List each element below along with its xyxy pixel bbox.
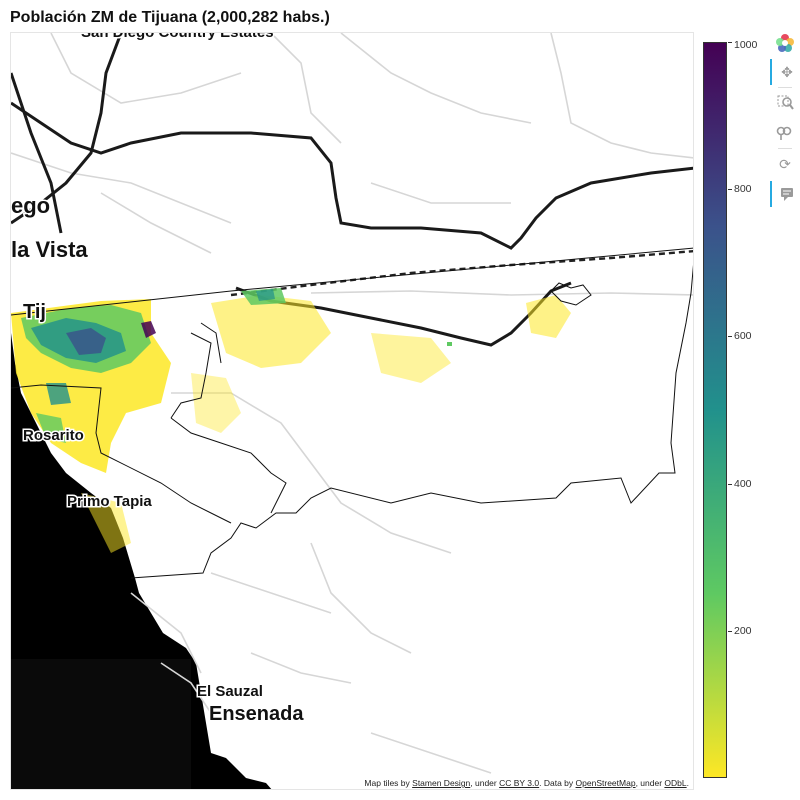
bokeh-logo-icon[interactable] — [770, 30, 800, 56]
attribution-prefix: Map tiles by — [364, 778, 410, 788]
highways — [11, 33, 693, 347]
box-zoom-icon[interactable] — [770, 90, 800, 116]
pan-icon[interactable]: ✥ — [770, 59, 800, 85]
place-label-san-diego-country-estates: San Diego Country Estates — [81, 33, 274, 41]
reset-icon[interactable]: ⟳ — [779, 155, 791, 172]
place-label-la-vista: la Vista — [11, 237, 88, 262]
place-labels: San Diego Country Estates ego la Vista T… — [11, 33, 306, 727]
place-label-el-sauzal: El Sauzal — [197, 683, 263, 700]
attribution-link-cc-by[interactable]: CC BY 3.0 — [499, 778, 540, 788]
color-bar-tick-label: 600 — [734, 330, 752, 343]
municipal-boundaries — [11, 247, 693, 579]
place-label-ensenada: Ensenada — [209, 703, 304, 725]
attribution-text-1: , under — [470, 778, 497, 788]
wheel-zoom-icon[interactable] — [770, 120, 800, 146]
map-attribution: Map tiles by Stamen Design, under CC BY … — [362, 778, 691, 788]
attribution-link-stamen[interactable]: Stamen Design — [412, 778, 471, 788]
place-label-primo-tapia: Primo Tapia — [67, 493, 152, 510]
color-bar-tick-label: 1000 — [734, 39, 758, 51]
color-bar-tick — [728, 630, 732, 632]
border-line — [230, 249, 693, 297]
place-label-tij: Tij — [23, 301, 46, 323]
color-bar-tick — [728, 336, 732, 338]
color-bar-tick-label: 200 — [734, 624, 752, 637]
place-label-ego: ego — [11, 193, 50, 218]
color-bar-tick-label: 400 — [734, 477, 752, 490]
color-bar-tick-label: 800 — [734, 183, 752, 196]
color-bar-tick — [728, 189, 732, 191]
hover-icon[interactable] — [770, 181, 800, 207]
color-bar — [703, 42, 727, 778]
map-title: Población ZM de Tijuana (2,000,282 habs.… — [10, 9, 330, 26]
attribution-link-odbl[interactable]: ODbL — [664, 778, 687, 788]
toolbar-divider — [778, 148, 792, 149]
color-bar-tick — [728, 42, 732, 43]
minor-roads — [11, 33, 693, 774]
attribution-link-osm[interactable]: OpenStreetMap — [575, 778, 636, 788]
tile-block — [11, 659, 191, 789]
map-canvas[interactable]: San Diego Country Estates ego la Vista T… — [11, 33, 694, 790]
attribution-suffix: . — [686, 778, 689, 788]
attribution-text-3: , under — [635, 778, 663, 788]
toolbar-divider — [778, 87, 792, 88]
color-bar-tick — [728, 483, 732, 485]
attribution-text-2: . Data by — [539, 778, 574, 788]
population-hexes — [11, 288, 571, 553]
place-label-rosarito: Rosarito — [23, 427, 84, 444]
map-plot[interactable]: San Diego Country Estates ego la Vista T… — [10, 32, 694, 790]
